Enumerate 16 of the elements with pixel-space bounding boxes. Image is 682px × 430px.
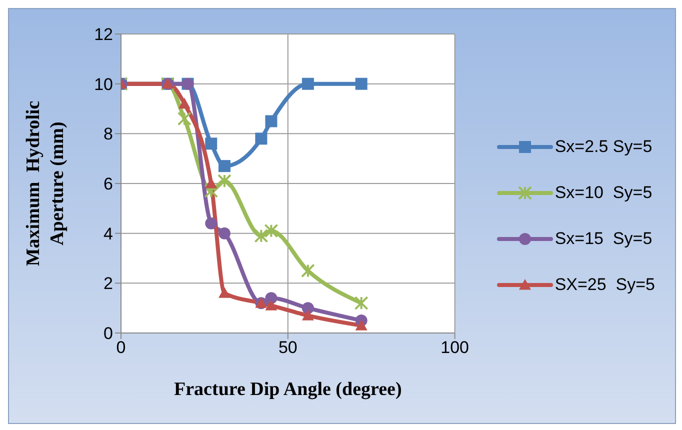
x-tick-label: 100 <box>440 338 469 358</box>
y-axis-title: Maximum Hydrolic Aperture (mm) <box>23 100 68 266</box>
y-tick-label: 4 <box>104 224 113 244</box>
x-tick-label: 0 <box>116 338 126 358</box>
y-tick-label: 6 <box>104 174 113 194</box>
x-axis-title: Fracture Dip Angle (degree) <box>174 379 402 400</box>
legend-label: Sx=10 Sy=5 <box>554 183 652 203</box>
y-tick-label: 8 <box>104 124 113 144</box>
legend-label: Sx=15 Sy=5 <box>554 229 652 249</box>
y-tick-label: 0 <box>104 324 113 344</box>
legend-label: SX=25 Sy=5 <box>554 275 655 295</box>
x-tick-label: 50 <box>278 338 298 358</box>
y-tick-label: 10 <box>94 74 113 94</box>
y-tick-label: 12 <box>94 25 113 44</box>
legend-label: Sx=2.5 Sy=5 <box>554 137 652 157</box>
y-tick-label: 2 <box>104 274 113 294</box>
